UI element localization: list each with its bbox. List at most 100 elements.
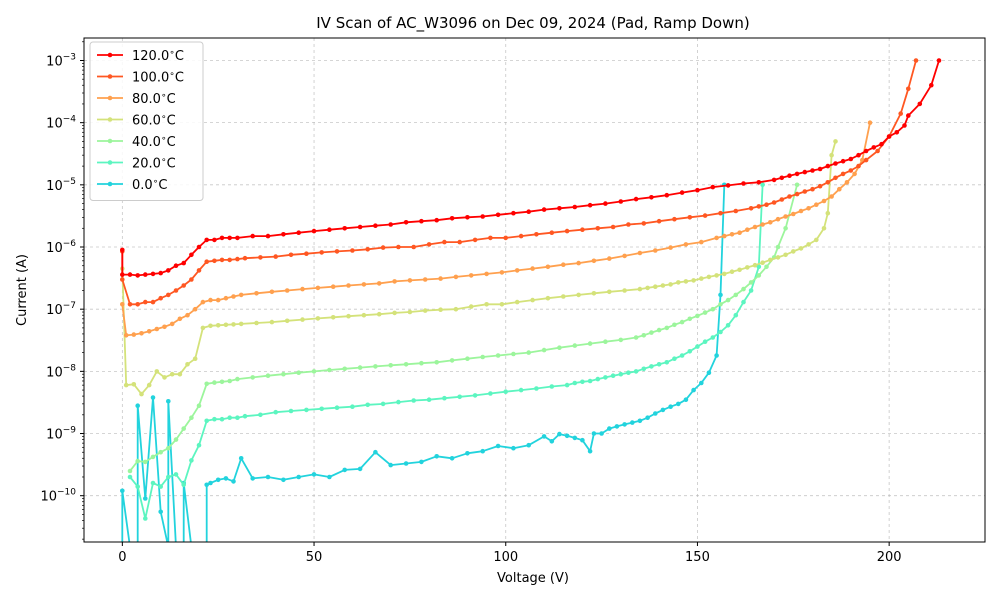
data-point xyxy=(204,418,209,424)
data-point xyxy=(166,474,171,480)
data-point xyxy=(120,247,125,253)
data-point xyxy=(668,282,673,287)
data-point xyxy=(419,360,424,366)
grid-lines xyxy=(84,38,985,542)
data-point xyxy=(422,277,428,282)
data-point xyxy=(591,291,597,296)
data-point xyxy=(181,260,186,266)
data-point xyxy=(204,237,209,243)
data-point xyxy=(702,339,708,345)
data-point xyxy=(572,343,578,348)
data-point xyxy=(695,344,700,349)
data-point xyxy=(227,378,232,384)
data-point xyxy=(798,246,804,251)
data-point xyxy=(465,215,470,220)
data-point xyxy=(863,157,869,163)
data-point xyxy=(825,163,831,169)
data-point xyxy=(695,187,700,193)
data-point xyxy=(438,276,443,281)
data-point xyxy=(480,214,486,219)
data-point xyxy=(185,312,190,318)
data-point xyxy=(120,277,125,282)
y-tick-label: 10−8 xyxy=(46,363,76,380)
data-point xyxy=(557,345,562,351)
data-point xyxy=(794,182,800,188)
data-point xyxy=(453,306,459,312)
data-point xyxy=(269,289,275,295)
data-point xyxy=(844,180,850,185)
data-point xyxy=(672,356,677,362)
data-point xyxy=(472,393,478,398)
data-point xyxy=(265,474,271,480)
data-point xyxy=(875,148,880,154)
data-point xyxy=(756,264,762,270)
data-point xyxy=(771,200,777,205)
data-point xyxy=(146,382,152,388)
data-point xyxy=(737,267,742,273)
data-point xyxy=(173,288,179,293)
data-point xyxy=(775,216,781,222)
data-point xyxy=(342,226,348,231)
data-point xyxy=(810,168,815,173)
data-point xyxy=(756,273,762,278)
data-point xyxy=(630,420,635,425)
data-point xyxy=(679,353,685,358)
data-point xyxy=(534,232,539,237)
data-point xyxy=(143,516,148,521)
y-tick-label: 10−9 xyxy=(46,426,76,443)
legend-label: 60.0∘C xyxy=(132,113,176,129)
data-point xyxy=(668,404,673,410)
data-point xyxy=(806,206,811,211)
data-point xyxy=(334,249,340,254)
data-point xyxy=(411,244,417,250)
data-point xyxy=(158,509,163,515)
data-point xyxy=(296,230,302,235)
y-tick-label: 10−10 xyxy=(40,488,76,505)
data-point xyxy=(419,459,424,465)
data-point xyxy=(929,82,934,88)
data-point xyxy=(453,274,459,280)
data-point xyxy=(196,442,202,448)
data-point xyxy=(656,362,662,367)
data-point xyxy=(204,381,209,387)
legend-label: 20.0∘C xyxy=(132,156,176,172)
data-point xyxy=(894,130,900,135)
data-point xyxy=(668,245,673,250)
data-point xyxy=(342,366,348,372)
data-point xyxy=(304,251,309,256)
data-point xyxy=(315,316,321,321)
data-point xyxy=(714,273,719,278)
data-point xyxy=(603,201,608,206)
data-point xyxy=(346,283,351,288)
data-point xyxy=(737,230,742,235)
data-point xyxy=(480,448,486,454)
data-point xyxy=(376,281,382,286)
data-point xyxy=(396,399,401,405)
data-point xyxy=(702,213,708,218)
legend-marker xyxy=(107,95,113,101)
data-point xyxy=(829,194,834,199)
data-point xyxy=(534,386,539,391)
data-point xyxy=(564,228,570,234)
data-point xyxy=(499,270,505,275)
data-point xyxy=(215,323,221,328)
data-point xyxy=(837,186,842,192)
data-point xyxy=(196,268,202,273)
data-point xyxy=(591,258,597,264)
data-point xyxy=(725,183,731,188)
data-point xyxy=(741,299,746,305)
data-point xyxy=(480,354,486,360)
data-point xyxy=(196,403,202,409)
data-point xyxy=(595,226,601,231)
data-point xyxy=(752,224,758,230)
data-point xyxy=(127,474,133,480)
data-point xyxy=(181,283,186,288)
data-point xyxy=(327,227,332,232)
data-point xyxy=(300,286,305,292)
data-point xyxy=(208,480,213,486)
data-point xyxy=(649,330,654,335)
data-point xyxy=(284,288,290,293)
data-point xyxy=(169,321,175,327)
data-point xyxy=(503,235,509,241)
data-point xyxy=(139,391,144,397)
